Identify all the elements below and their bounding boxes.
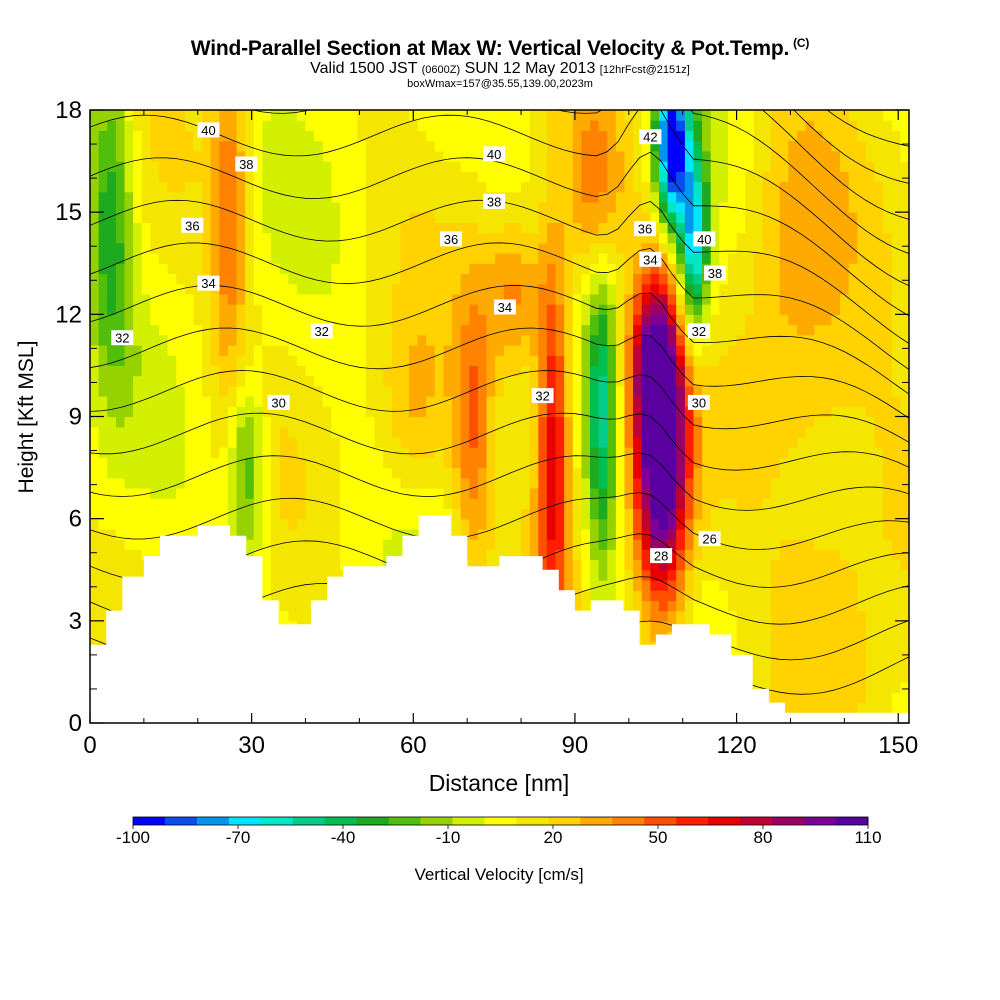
contour-label-20: 26 <box>698 531 721 547</box>
contour-label-11: 32 <box>531 388 554 404</box>
contour-label-13: 36 <box>634 221 656 237</box>
colorbar-swatch-5 <box>292 817 326 825</box>
colorbar-swatch-19 <box>740 817 773 825</box>
x-tick-label-4: 120 <box>717 732 757 759</box>
colorbar-swatch-3 <box>228 817 262 825</box>
contour-label-18: 30 <box>687 394 710 410</box>
x-tick-label-5: 150 <box>878 732 918 759</box>
x-tick-label-2: 60 <box>400 732 427 759</box>
x-tick-label-0: 0 <box>83 732 96 759</box>
colorbar-swatch-13 <box>548 817 581 825</box>
y-tick-label-0: 0 <box>69 710 82 737</box>
y-tick-label-1: 3 <box>69 608 82 635</box>
colorbar-tick-label-1: -70 <box>226 828 251 847</box>
y-tick-label-3: 9 <box>69 404 82 431</box>
colorbar-swatch-8 <box>388 817 422 825</box>
y-tick-label-4: 12 <box>55 301 82 328</box>
colorbar-tick-label-5: 50 <box>649 828 668 847</box>
contour-label-17: 32 <box>687 323 710 339</box>
y-tick-label-2: 6 <box>69 506 82 533</box>
y-axis-label: Height [Kft MSL] <box>15 341 38 494</box>
colorbar-swatch-7 <box>356 817 390 825</box>
colorbar-swatch-15 <box>612 817 645 825</box>
contour-label-15: 40 <box>693 231 716 247</box>
contour-label-16: 38 <box>704 265 726 281</box>
contour-label-0: 40 <box>197 122 220 138</box>
colorbar: -100 -70 -40 -10 20 50 80 110 <box>116 816 882 847</box>
chart-subtitle: Valid 1500 JST (0600Z) SUN 12 May 2013 [… <box>310 60 690 77</box>
colorbar-swatch-21 <box>804 817 837 825</box>
colorbar-swatch-11 <box>484 817 517 825</box>
colorbar-swatch-9 <box>420 817 453 825</box>
colorbar-tick-label-4: 20 <box>544 828 563 847</box>
colorbar-swatch-14 <box>580 817 613 825</box>
x-tick-label-3: 90 <box>562 732 589 759</box>
chart-title: Wind-Parallel Section at Max W: Vertical… <box>190 36 810 60</box>
colorbar-swatch-4 <box>260 817 294 825</box>
colorbar-tick-label-6: 80 <box>754 828 773 847</box>
contour-label-2: 36 <box>181 217 204 233</box>
copyright-mark: (C) <box>793 36 810 50</box>
colorbar-swatch-0 <box>133 817 166 825</box>
colorbar-swatch-2 <box>196 817 230 825</box>
colorbar-swatch-17 <box>676 817 709 825</box>
x-axis-label: Distance [nm] <box>429 770 570 796</box>
colorbar-tick-label-0: -100 <box>116 828 150 847</box>
contour-label-7: 40 <box>483 146 506 162</box>
colorbar-swatch-20 <box>772 817 805 825</box>
colorbar-swatch-22 <box>836 817 869 825</box>
colorbar-swatch-10 <box>452 817 485 825</box>
colorbar-swatch-18 <box>708 817 741 825</box>
contour-label-8: 38 <box>483 193 506 209</box>
colorbar-swatch-1 <box>164 817 198 825</box>
contour-label-4: 32 <box>111 330 134 346</box>
contour-label-6: 30 <box>267 394 290 410</box>
colorbar-label: Vertical Velocity [cm/s] <box>414 865 583 884</box>
colorbar-swatch-12 <box>516 817 549 825</box>
colorbar-tick-label-2: -40 <box>331 828 356 847</box>
contour-label-9: 36 <box>440 231 462 247</box>
contour-label-5: 32 <box>310 323 333 339</box>
colorbar-tick-label-3: -10 <box>436 828 461 847</box>
x-tick-label-1: 30 <box>238 732 265 759</box>
contour-label-10: 34 <box>493 299 516 315</box>
contour-label-12: 42 <box>639 129 662 145</box>
contour-labels: 40 38 36 34 32 32 30 40 38 36 34 32 42 36 34 40 38 32 30 28… <box>111 122 726 564</box>
y-tick-label-6: 18 <box>55 97 82 124</box>
contour-label-14: 34 <box>639 251 662 267</box>
chart-box-info: boxWmax=157@35.55,139.00,2023m <box>407 78 593 90</box>
colorbar-swatch-6 <box>324 817 358 825</box>
terrain <box>90 515 909 723</box>
colorbar-tick-label-7: 110 <box>854 828 881 847</box>
contour-label-1: 38 <box>235 156 258 172</box>
colorbar-swatch-16 <box>644 817 677 825</box>
contour-label-19: 28 <box>650 548 673 564</box>
contour-label-3: 34 <box>197 275 220 291</box>
y-tick-label-5: 15 <box>55 199 82 226</box>
